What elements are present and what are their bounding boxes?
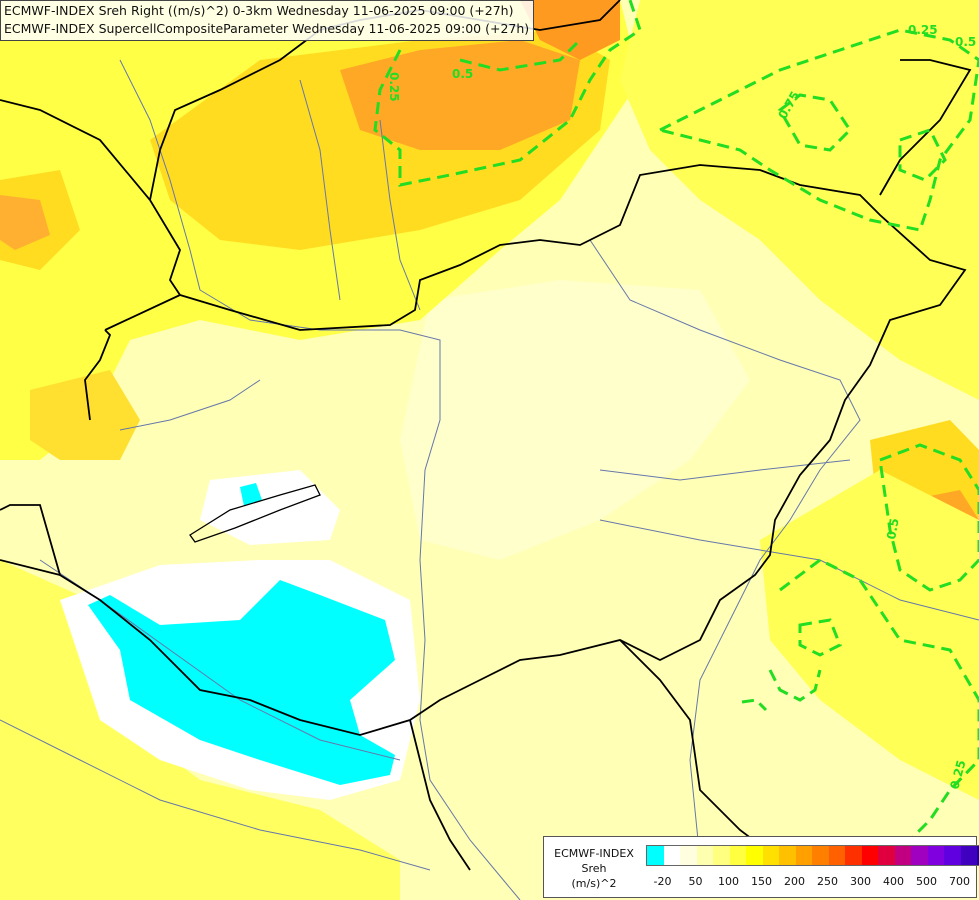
legend-tick-label: 500 bbox=[916, 875, 937, 888]
legend-title-param: Sreh bbox=[581, 862, 607, 875]
legend-swatch bbox=[845, 846, 862, 865]
legend-swatch bbox=[713, 846, 730, 865]
contour-label: 0.5 bbox=[452, 67, 473, 81]
field-cyan-sw bbox=[88, 580, 395, 785]
border-slovenia bbox=[0, 559, 61, 576]
river-hron bbox=[379, 119, 421, 311]
legend-tick-label: 400 bbox=[883, 875, 904, 888]
legend-title: ECMWF-INDEX Sreh (m/s)^2 bbox=[548, 846, 640, 891]
legend-swatch bbox=[762, 846, 779, 865]
legend-swatch bbox=[680, 846, 697, 865]
legend-swatch bbox=[960, 846, 977, 865]
legend-swatch bbox=[729, 846, 746, 865]
legend-tick-label: 150 bbox=[751, 875, 772, 888]
contour-northeast-ring bbox=[898, 128, 947, 182]
contour-north-inner bbox=[459, 38, 582, 72]
legend-swatch bbox=[647, 846, 664, 865]
contour-label: 0.5 bbox=[884, 517, 901, 540]
contour-label: 0.5 bbox=[955, 35, 976, 49]
contour-northeast-inner bbox=[778, 93, 852, 152]
header-line-scp: ECMWF-INDEX SupercellCompositeParameter … bbox=[4, 21, 530, 36]
river-vah bbox=[299, 79, 341, 301]
legend-tick-label: 300 bbox=[850, 875, 871, 888]
legend-swatches bbox=[646, 845, 979, 866]
border-ukraine bbox=[879, 59, 972, 196]
legend-swatch bbox=[927, 846, 944, 865]
river-sava bbox=[0, 719, 431, 871]
border-west-lobe bbox=[84, 329, 112, 421]
border-austria bbox=[0, 99, 181, 296]
legend-ticks: -20 50 100 150 200 250 300 400 500 700 bbox=[646, 875, 976, 889]
border-hungary bbox=[0, 164, 967, 736]
contour-south-spot bbox=[798, 618, 842, 657]
legend-title-source: ECMWF-INDEX bbox=[554, 847, 634, 860]
contour-label: 0.25 bbox=[387, 72, 401, 102]
field-pale-yellow bbox=[400, 280, 750, 560]
river-raba bbox=[119, 379, 261, 431]
legend-swatch bbox=[878, 846, 895, 865]
contour-layer bbox=[373, 0, 979, 882]
legend-swatch bbox=[812, 846, 829, 865]
legend-swatch bbox=[911, 846, 928, 865]
border-croatia bbox=[409, 719, 471, 871]
legend-tick-label: 100 bbox=[718, 875, 739, 888]
legend-swatch bbox=[663, 846, 680, 865]
legend-swatch bbox=[779, 846, 796, 865]
contour-east bbox=[878, 443, 979, 592]
field-yellow-east bbox=[760, 470, 979, 800]
river-tisza bbox=[589, 239, 861, 861]
legend-swatch bbox=[828, 846, 845, 865]
field-white-lake bbox=[200, 470, 340, 545]
contour-southeast bbox=[779, 558, 979, 882]
legend-swatch bbox=[746, 846, 763, 865]
field-yellow-northeast bbox=[620, 0, 979, 400]
legend-title-unit: (m/s)^2 bbox=[571, 877, 617, 890]
legend-tick-label: 200 bbox=[784, 875, 805, 888]
border-serbia bbox=[619, 639, 781, 861]
legend-tick-label: 50 bbox=[688, 875, 703, 888]
legend-swatch bbox=[795, 846, 812, 865]
contour-south-arc bbox=[768, 669, 822, 702]
legend-swatch bbox=[944, 846, 961, 865]
legend-tick-label: 250 bbox=[817, 875, 838, 888]
header-line-sreh: ECMWF-INDEX Sreh Right ((m/s)^2) 0-3km W… bbox=[4, 3, 514, 18]
field-cyan-spot bbox=[240, 483, 262, 506]
contour-northeast-outer bbox=[655, 28, 979, 232]
field-orange-west bbox=[0, 195, 50, 250]
river-koros bbox=[599, 459, 851, 481]
legend-swatch bbox=[894, 846, 911, 865]
contour-southwest-dot bbox=[741, 698, 768, 712]
legend-tick-label: 700 bbox=[949, 875, 970, 888]
lake-balaton bbox=[189, 484, 321, 543]
legend-swatch bbox=[861, 846, 878, 865]
field-orange-top bbox=[520, 0, 620, 60]
legend-swatch bbox=[696, 846, 713, 865]
river-danube bbox=[199, 289, 521, 900]
legend-swatch bbox=[977, 846, 979, 865]
contour-north bbox=[373, 0, 642, 187]
color-legend: ECMWF-INDEX Sreh (m/s)^2 -20 50 100 150 200 2… bbox=[543, 836, 979, 898]
map-header: ECMWF-INDEX Sreh Right ((m/s)^2) 0-3km W… bbox=[0, 0, 535, 41]
river-morava bbox=[119, 59, 201, 291]
contour-label: 0.25 bbox=[908, 23, 938, 37]
legend-tick-label: -20 bbox=[653, 875, 672, 888]
field-gold-sw bbox=[30, 370, 140, 460]
